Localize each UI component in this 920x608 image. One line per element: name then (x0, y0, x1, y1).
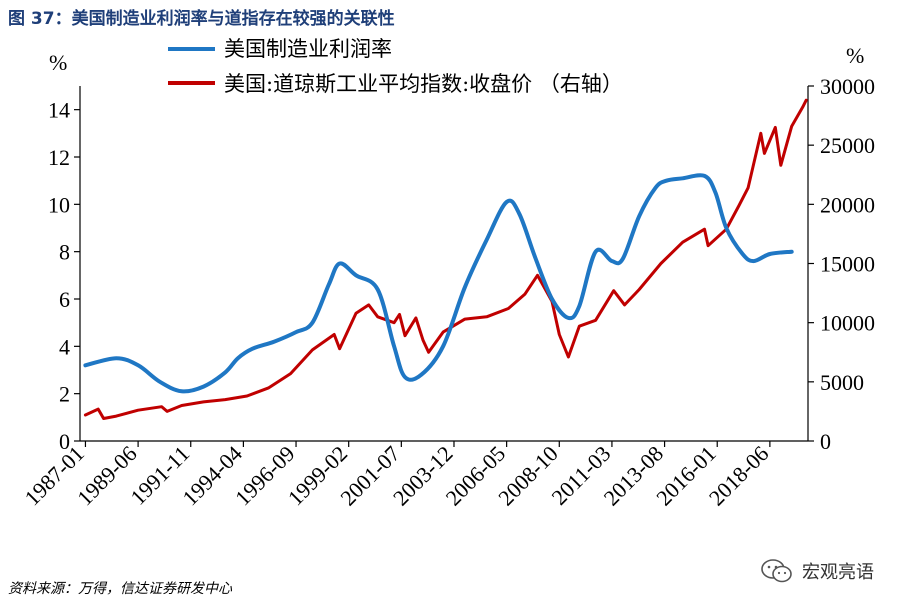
x-tick-label: 1989-06 (72, 441, 142, 511)
series-line-profit-margin (83, 173, 794, 394)
right-tick-label: 0 (820, 429, 831, 454)
legend-label-blue: 美国制造业利润率 (224, 37, 392, 61)
legend: 美国制造业利润率 美国:道琼斯工业平均指数:收盘价 （右轴） (168, 37, 623, 96)
legend-label-red: 美国:道琼斯工业平均指数:收盘价 （右轴） (224, 72, 623, 96)
x-axis-ticks: 1987-011989-061991-111994-041996-091999-… (19, 441, 773, 511)
left-tick-label: 2 (59, 382, 70, 407)
right-tick-label: 10000 (820, 311, 875, 336)
left-axis-ticks: 0 2 4 6 8 10 12 14 (48, 98, 80, 454)
chart-axes (79, 86, 809, 442)
watermark-label: 宏观亮语 (802, 562, 874, 583)
series-layer (83, 98, 808, 420)
x-tick-label: 2018-06 (704, 441, 774, 511)
watermark: 宏观亮语 (760, 558, 874, 584)
left-tick-label: 8 (59, 240, 70, 265)
series-line-dow-jones (83, 98, 808, 420)
wechat-icon (761, 559, 792, 583)
left-tick-label: 6 (59, 287, 70, 312)
source-note: 资料来源：万得，信达证券研发中心 (8, 581, 232, 597)
right-tick-label: 25000 (820, 133, 875, 158)
left-tick-label: 4 (59, 334, 70, 359)
left-tick-label: 0 (59, 429, 70, 454)
right-tick-label: 15000 (820, 252, 875, 277)
left-tick-label: 10 (48, 192, 70, 217)
figure-title: 图 37：美国制造业利润率与道指存在较强的关联性 (8, 9, 395, 29)
right-tick-label: 5000 (820, 370, 864, 395)
left-tick-label: 14 (48, 98, 70, 123)
right-tick-label: 30000 (820, 74, 875, 99)
right-axis-ticks: 0 5000 10000 15000 20000 25000 30000 (808, 74, 875, 454)
left-tick-label: 12 (48, 145, 70, 170)
right-tick-label: 20000 (820, 192, 875, 217)
right-axis-unit: % (846, 43, 864, 68)
x-tick-label: 2008-10 (493, 441, 563, 511)
left-axis-unit: % (49, 50, 67, 75)
